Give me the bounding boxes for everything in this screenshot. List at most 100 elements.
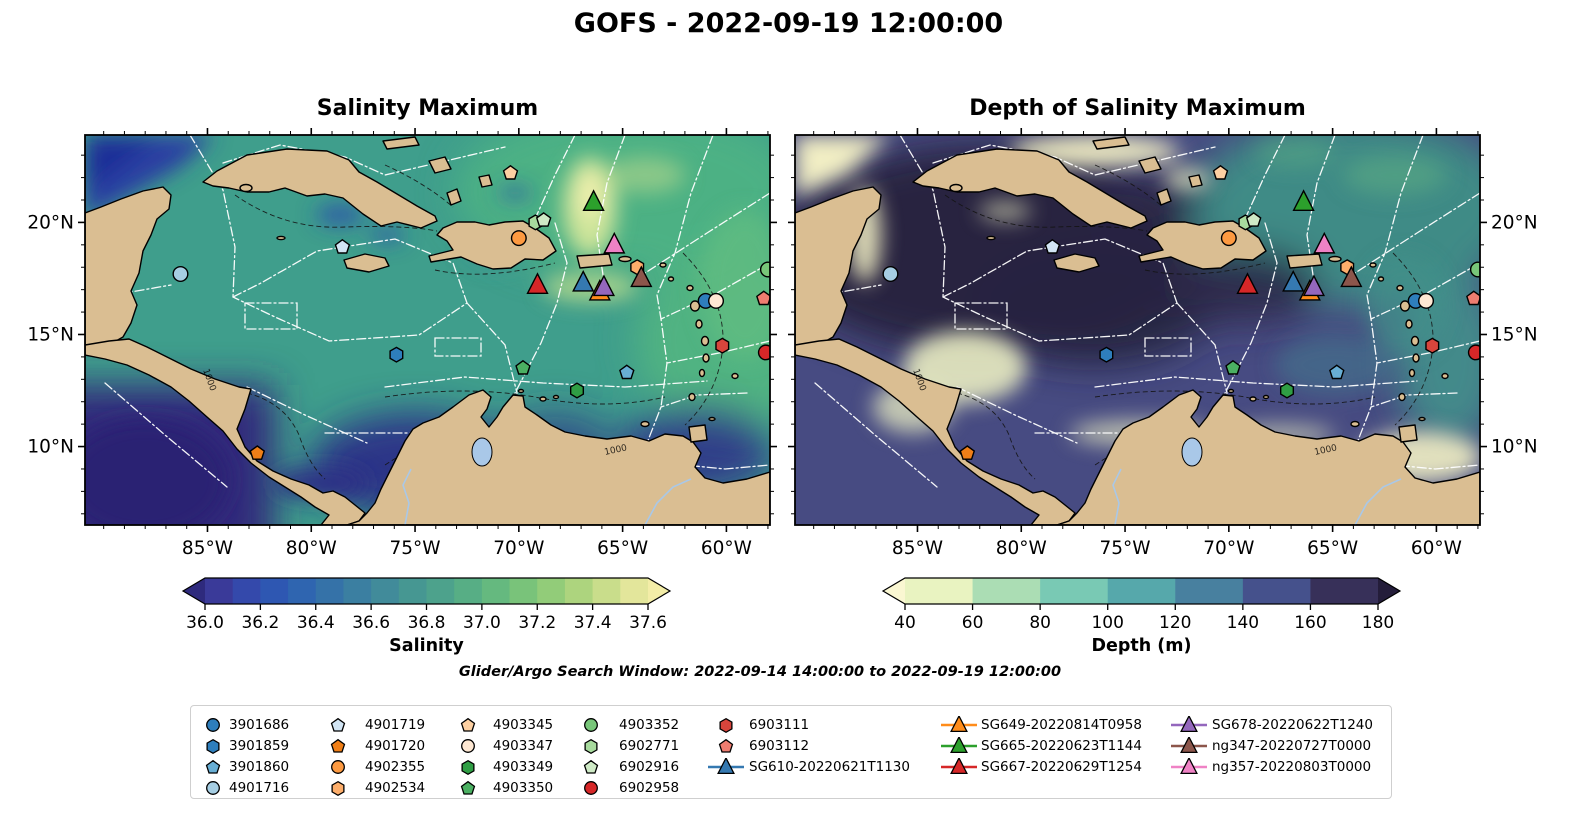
marker-SG610-20220621T1130	[572, 269, 595, 292]
colorbar-tick-label: 140	[1227, 613, 1259, 633]
marker-4903345	[502, 164, 519, 180]
marker-4903349	[1279, 382, 1295, 399]
legend-marker-4901719	[330, 717, 346, 732]
colorbar-tick-label: 120	[1159, 613, 1191, 633]
colorbar-tick-label: 36.2	[241, 613, 279, 633]
marker-6903111	[715, 337, 730, 354]
search-window-note: Glider/Argo Search Window: 2022-09-14 14…	[458, 664, 1062, 680]
y-tick-label: 15°N	[1491, 324, 1538, 345]
colorbar-tick-label: 37.6	[629, 613, 667, 633]
legend-label-SG678-20220622T1240: SG678-20220622T1240	[1212, 717, 1373, 733]
colorbar-tick-label: 100	[1091, 613, 1123, 633]
figure-title: GOFS - 2022-09-19 12:00:00	[573, 8, 1004, 39]
legend-marker-SG667-20220629T1254	[941, 758, 977, 775]
legend-label-4902355: 4902355	[365, 759, 426, 775]
legend-marker-ng347-20220727T0000	[1171, 737, 1207, 754]
legend-marker-4903347	[461, 739, 475, 753]
legend-marker-3901686	[206, 718, 220, 732]
colorbar-tick-label: 36.8	[408, 613, 446, 633]
legend-label-3901859: 3901859	[229, 738, 290, 754]
x-tick-label: 60°W	[1411, 538, 1462, 559]
x-tick-label: 60°W	[701, 538, 752, 559]
panel-title-depth: Depth of Salinity Maximum	[969, 96, 1306, 121]
marker-3901859	[389, 346, 404, 363]
marker-SG610-20220621T1130	[1282, 269, 1305, 292]
marker-SG667-20220629T1254	[526, 272, 549, 294]
marker-3901859	[1099, 346, 1114, 363]
marker-4901719	[1044, 238, 1061, 254]
legend-label-4903345: 4903345	[493, 717, 554, 733]
colorbar-tick-label: 160	[1294, 613, 1326, 633]
legend-label-SG649-20220814T0958: SG649-20220814T0958	[981, 717, 1142, 733]
legend-label-6902958: 6902958	[619, 780, 680, 796]
y-tick-label: 10°N	[27, 437, 74, 458]
legend-marker-4901720	[330, 738, 346, 753]
marker-ng347-20220727T0000	[630, 265, 653, 288]
marker-SG667-20220629T1254	[1236, 272, 1259, 294]
colorbar-tick-label: 80	[1029, 613, 1051, 633]
legend-label-4903347: 4903347	[493, 738, 554, 754]
legend-marker-4902534	[331, 780, 345, 797]
y-tick-label: 15°N	[27, 324, 74, 345]
legend-marker-3901860	[205, 759, 221, 774]
legend-marker-SG610-20220621T1130	[708, 758, 744, 775]
marker-ng357-20220803T0000	[1313, 231, 1336, 254]
legend-marker-4903350	[460, 780, 476, 795]
legend-label-4903350: 4903350	[493, 780, 554, 796]
legend-label-4901719: 4901719	[365, 717, 426, 733]
marker-4903352	[759, 261, 770, 278]
legend-label-4903349: 4903349	[493, 759, 554, 775]
colorbar-label-depth: Depth (m)	[1091, 636, 1192, 656]
legend-marker-SG649-20220814T0958	[941, 716, 977, 733]
depth-axes-ticks: 85°W 80°W 75°W 70°W 65°W 60°W 10°N 15°N 20°N	[788, 128, 1538, 559]
legend-label-4902534: 4902534	[365, 780, 426, 796]
colorbar-label-salinity: Salinity	[389, 636, 464, 656]
marker-4903347	[708, 292, 725, 309]
legend-marker-6903112	[718, 738, 734, 753]
marker-6902958	[1467, 344, 1480, 361]
colorbar-tick-label: 180	[1362, 613, 1394, 633]
legend-marker-3901859	[206, 738, 220, 755]
map-frame	[84, 134, 771, 526]
marker-SG665-20220623T1144	[1292, 189, 1315, 211]
legend: 3901686 3901859 3901860 4901716 4901719 49017…	[190, 705, 1392, 799]
legend-marker-6902771	[584, 738, 598, 755]
legend-marker-SG665-20220623T1144	[941, 737, 977, 754]
y-tick-label: 20°N	[1491, 212, 1538, 233]
salinity-markers	[172, 164, 770, 460]
colorbar-tick-label: 36.6	[352, 613, 390, 633]
colorbar-tick-label: 36.0	[186, 613, 224, 633]
x-tick-label: 65°W	[597, 538, 648, 559]
colorbar-tick-label: 37.0	[463, 613, 501, 633]
marker-6902958	[757, 344, 770, 361]
legend-marker-4903345	[460, 717, 476, 732]
legend-label-6903111: 6903111	[749, 717, 810, 733]
marker-4903352	[1469, 261, 1480, 278]
depth-markers	[882, 164, 1480, 460]
salinity-axes-ticks: 85°W 80°W 75°W 70°W 65°W 60°W 10°N 15°N 20°N	[27, 128, 777, 559]
legend-label-4901720: 4901720	[365, 738, 426, 754]
marker-SG665-20220623T1144	[582, 189, 605, 211]
marker-6902916	[535, 212, 552, 227]
legend-label-ng357-20220803T0000: ng357-20220803T0000	[1212, 759, 1372, 775]
marker-4901720	[959, 445, 976, 460]
legend-marker-6902916	[583, 759, 599, 774]
x-tick-label: 85°W	[892, 538, 943, 559]
x-tick-label: 75°W	[389, 538, 440, 559]
legend-marker-4903349	[461, 759, 475, 776]
x-tick-label: 65°W	[1307, 538, 1358, 559]
marker-4901716	[172, 265, 189, 282]
legend-marker-ng357-20220803T0000	[1171, 758, 1207, 775]
marker-4902355	[510, 230, 527, 247]
x-tick-label: 80°W	[286, 538, 337, 559]
y-tick-label: 20°N	[27, 212, 74, 233]
marker-SG678-20220622T1240	[592, 274, 616, 297]
marker-4903349	[569, 382, 585, 399]
legend-marker-4903352	[584, 718, 598, 732]
x-tick-label: 85°W	[182, 538, 233, 559]
legend-marker-4902355	[331, 760, 345, 774]
legend-label-6902916: 6902916	[619, 759, 680, 775]
marker-4902355	[1220, 230, 1237, 247]
marker-ng357-20220803T0000	[603, 231, 626, 254]
